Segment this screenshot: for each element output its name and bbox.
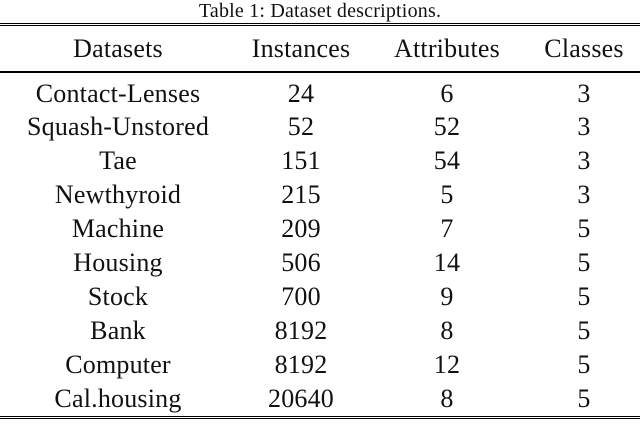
dataset-name-cell: Cal.housing <box>54 384 182 413</box>
header-row: Datasets Instances Attributes Classes <box>0 26 640 73</box>
attributes-cell: 52 <box>433 112 461 141</box>
table-body: Contact-Lenses 24 6 3 Squash-Unstored 52… <box>0 72 640 416</box>
attributes-cell: 8 <box>440 316 454 345</box>
dataset-name-cell: Tae <box>99 146 137 175</box>
attributes-cell: 5 <box>440 180 454 209</box>
classes-cell: 5 <box>577 248 591 277</box>
classes-cell: 5 <box>577 316 591 345</box>
dataset-name-cell: Machine <box>71 214 165 243</box>
attributes-cell: 6 <box>440 78 454 108</box>
dataset-name-cell: Stock <box>87 282 149 311</box>
col-header-classes: Classes <box>528 26 640 73</box>
instances-cell: 24 <box>287 78 315 108</box>
classes-cell: 5 <box>577 350 591 379</box>
col-header-instances: Instances <box>236 26 366 73</box>
table-row: Machine 209 7 5 <box>0 212 640 246</box>
dataset-table: Datasets Instances Attributes Classes Co… <box>0 26 640 416</box>
attributes-cell: 12 <box>433 350 461 379</box>
table-row: Squash-Unstored 52 52 3 <box>0 110 640 144</box>
table-row: Tae 151 54 3 <box>0 144 640 178</box>
instances-cell: 506 <box>281 248 321 277</box>
table-caption: Table 1: Dataset descriptions. <box>198 0 442 22</box>
dataset-name-cell: Newthyroid <box>54 180 182 209</box>
col-header-datasets: Datasets <box>0 26 236 73</box>
classes-cell: 3 <box>577 180 591 209</box>
classes-cell: 5 <box>577 214 591 243</box>
dataset-name-cell: Housing <box>73 248 163 277</box>
instances-cell: 20640 <box>268 384 334 413</box>
dataset-name-cell: Contact-Lenses <box>35 78 201 108</box>
classes-cell: 5 <box>577 384 591 413</box>
classes-cell: 3 <box>577 78 591 108</box>
dataset-name-cell: Computer <box>65 350 171 379</box>
dataset-name-cell: Bank <box>90 316 146 345</box>
table-header: Datasets Instances Attributes Classes <box>0 26 640 73</box>
instances-cell: 52 <box>287 112 315 141</box>
attributes-cell: 9 <box>440 282 454 311</box>
instances-cell: 8192 <box>274 350 328 379</box>
attributes-cell: 8 <box>440 384 454 413</box>
table-row: Stock 700 9 5 <box>0 280 640 314</box>
classes-cell: 3 <box>577 146 591 175</box>
table-row: Contact-Lenses 24 6 3 <box>0 72 640 110</box>
instances-cell: 8192 <box>274 316 328 345</box>
table-row: Newthyroid 215 5 3 <box>0 178 640 212</box>
attributes-cell: 14 <box>433 248 461 277</box>
attributes-cell: 54 <box>433 146 461 175</box>
table-row: Bank 8192 8 5 <box>0 314 640 348</box>
attributes-cell: 7 <box>440 214 454 243</box>
instances-cell: 151 <box>281 146 321 175</box>
instances-cell: 209 <box>281 214 321 243</box>
table-row: Housing 506 14 5 <box>0 246 640 280</box>
bottom-rule <box>0 416 640 419</box>
instances-cell: 700 <box>281 282 321 311</box>
dataset-name-cell: Squash-Unstored <box>26 112 210 141</box>
instances-cell: 215 <box>281 180 321 209</box>
col-header-attributes: Attributes <box>366 26 528 73</box>
classes-cell: 5 <box>577 282 591 311</box>
classes-cell: 3 <box>577 112 591 141</box>
table-row: Computer 8192 12 5 <box>0 348 640 382</box>
table-row: Cal.housing 20640 8 5 <box>0 382 640 416</box>
top-rule <box>0 23 640 26</box>
